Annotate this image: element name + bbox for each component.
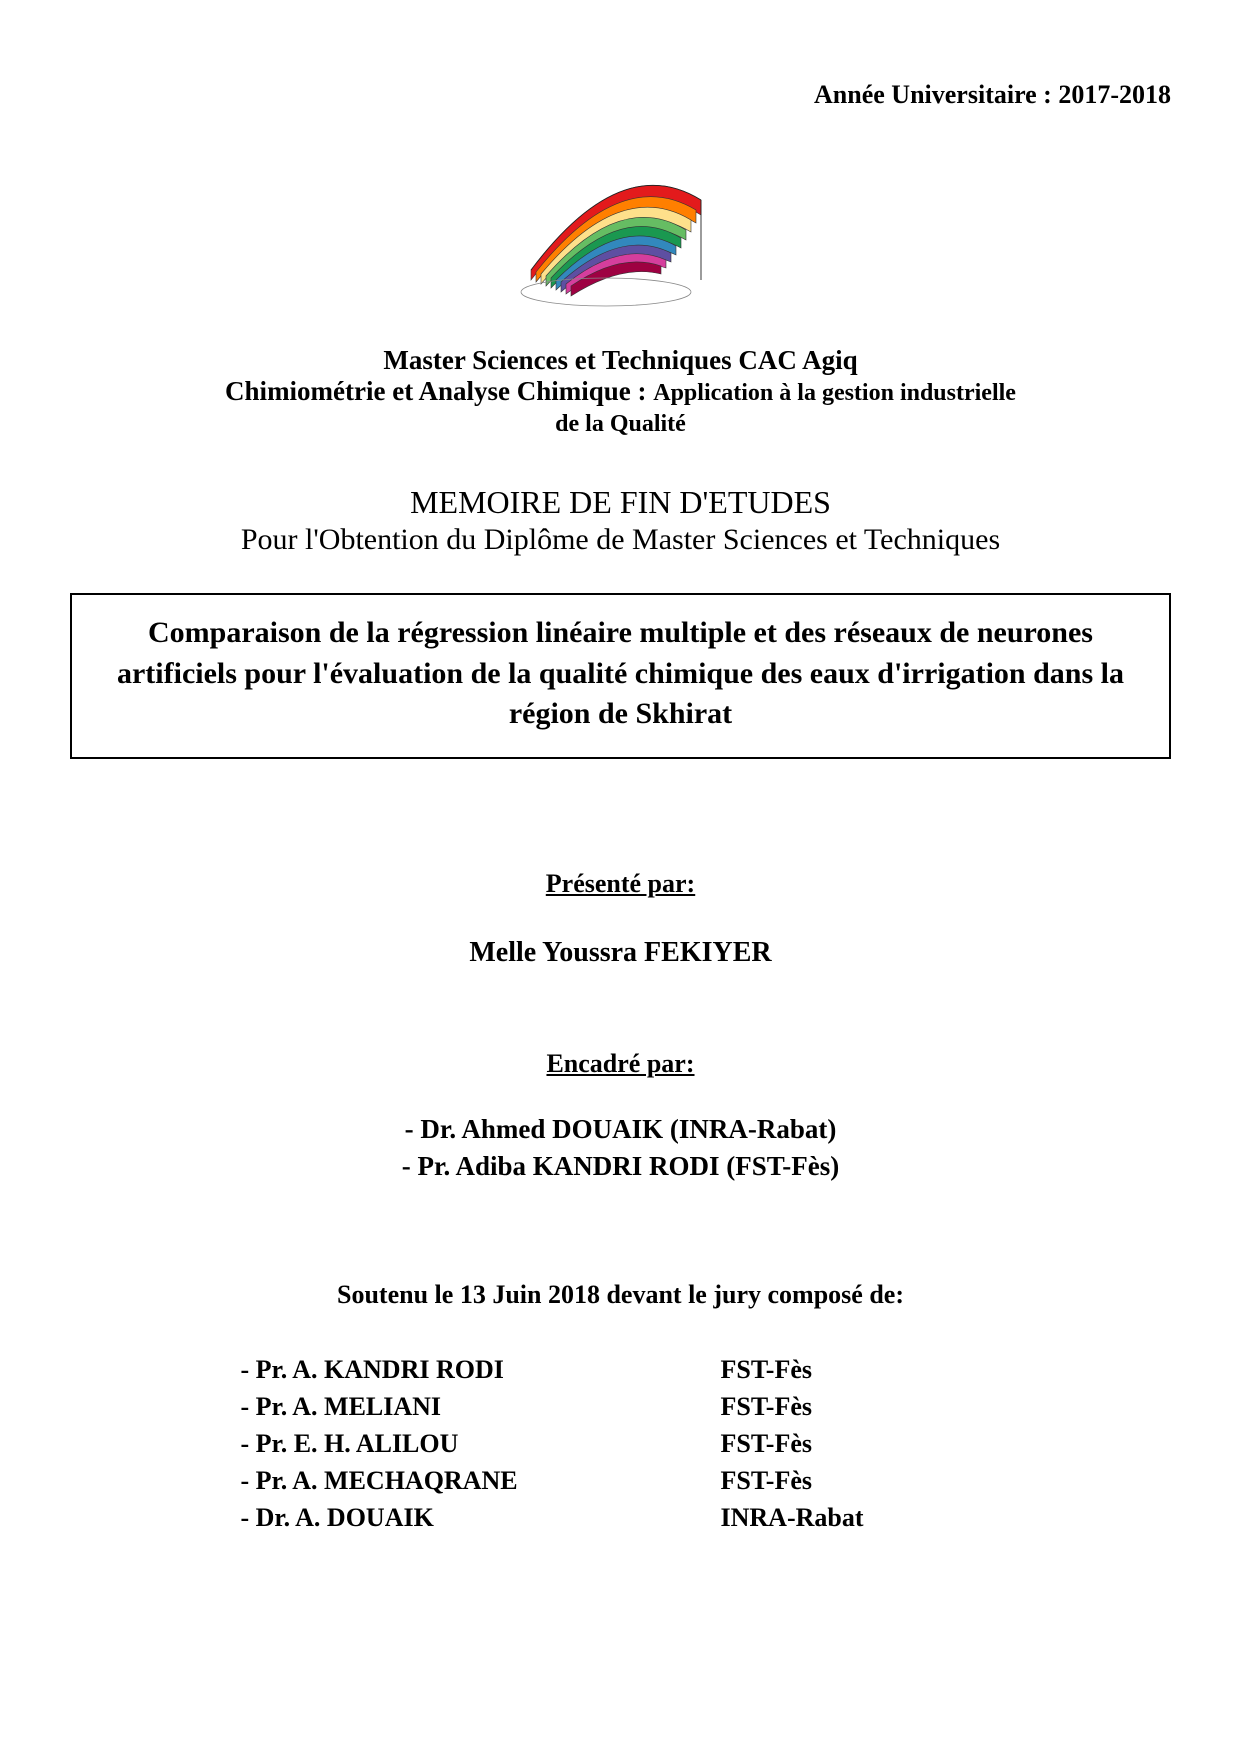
jury-affiliation: FST-Fès <box>721 1389 1001 1426</box>
program-line-1: Master Sciences et Techniques CAC Agiq <box>70 345 1171 376</box>
memoire-line-1: MEMOIRE DE FIN D'ETUDES <box>70 484 1171 521</box>
author-name: Melle Youssra FEKIYER <box>70 937 1171 969</box>
logo-3d-surface-icon <box>70 140 1171 315</box>
thesis-cover-page: Année Universitaire : 2017-2018 <box>0 0 1241 1754</box>
memoire-heading: MEMOIRE DE FIN D'ETUDES Pour l'Obtention… <box>70 484 1171 557</box>
jury-name: - Pr. A. MECHAQRANE <box>241 1463 721 1500</box>
supervisor-2: - Pr. Adiba KANDRI RODI (FST-Fès) <box>70 1148 1171 1186</box>
program-line-2: Chimiométrie et Analyse Chimique : Appli… <box>70 376 1171 407</box>
supervisors-list: - Dr. Ahmed DOUAIK (INRA-Rabat) - Pr. Ad… <box>70 1111 1171 1187</box>
thesis-title-frame: Comparaison de la régression linéaire mu… <box>70 593 1171 759</box>
jury-affiliation: FST-Fès <box>721 1352 1001 1389</box>
presented-by-label: Présenté par: <box>70 869 1171 899</box>
jury-name: - Dr. A. DOUAIK <box>241 1500 721 1537</box>
supervisor-1: - Dr. Ahmed DOUAIK (INRA-Rabat) <box>70 1111 1171 1149</box>
program-line-3: de la Qualité <box>70 411 1171 438</box>
defense-line: Soutenu le 13 Juin 2018 devant le jury c… <box>70 1280 1171 1310</box>
program-line-2a: Chimiométrie et Analyse Chimique : <box>225 376 653 406</box>
jury-row: - Pr. A. KANDRI RODI FST-Fès <box>241 1352 1001 1389</box>
jury-affiliation: INRA-Rabat <box>721 1500 1001 1537</box>
jury-row: - Dr. A. DOUAIK INRA-Rabat <box>241 1500 1001 1537</box>
jury-row: - Pr. A. MELIANI FST-Fès <box>241 1389 1001 1426</box>
jury-name: - Pr. A. KANDRI RODI <box>241 1352 721 1389</box>
jury-list: - Pr. A. KANDRI RODI FST-Fès - Pr. A. ME… <box>241 1352 1001 1537</box>
supervised-by-label: Encadré par: <box>70 1049 1171 1079</box>
academic-year: Année Universitaire : 2017-2018 <box>70 80 1171 110</box>
jury-row: - Pr. E. H. ALILOU FST-Fès <box>241 1426 1001 1463</box>
program-heading: Master Sciences et Techniques CAC Agiq C… <box>70 345 1171 438</box>
memoire-line-2: Pour l'Obtention du Diplôme de Master Sc… <box>70 523 1171 557</box>
jury-affiliation: FST-Fès <box>721 1463 1001 1500</box>
thesis-title: Comparaison de la régression linéaire mu… <box>96 613 1145 735</box>
jury-name: - Pr. E. H. ALILOU <box>241 1426 721 1463</box>
program-line-2b: Application à la gestion industrielle <box>653 380 1016 406</box>
jury-affiliation: FST-Fès <box>721 1426 1001 1463</box>
jury-name: - Pr. A. MELIANI <box>241 1389 721 1426</box>
jury-row: - Pr. A. MECHAQRANE FST-Fès <box>241 1463 1001 1500</box>
